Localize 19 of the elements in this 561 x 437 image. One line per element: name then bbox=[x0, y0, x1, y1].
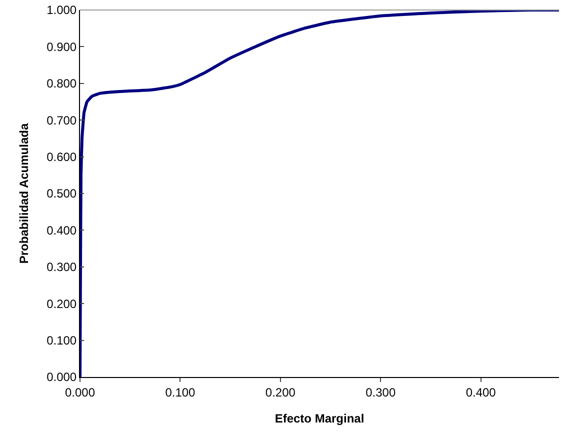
x-axis-title: Efecto Marginal bbox=[274, 411, 364, 426]
x-tick-label: 0.000 bbox=[64, 385, 96, 400]
y-tick-label: 0.500 bbox=[46, 186, 77, 201]
y-tick-label: 0.400 bbox=[46, 223, 77, 238]
x-tick-label: 0.300 bbox=[366, 385, 396, 400]
y-tick-label: 0.300 bbox=[46, 260, 77, 274]
x-tick-label: 0.100 bbox=[165, 385, 196, 400]
y-tick-label: 1.000 bbox=[46, 3, 77, 18]
y-tick-label: 0.700 bbox=[46, 113, 77, 128]
y-tick-label: 0.600 bbox=[46, 150, 77, 164]
line-series bbox=[80, 10, 559, 377]
y-tick-label: 0.900 bbox=[46, 40, 77, 54]
y-tick-label: 0.800 bbox=[46, 76, 77, 91]
y-tick-label: 0.100 bbox=[46, 334, 77, 348]
x-tick-label: 0.400 bbox=[466, 385, 496, 400]
y-tick-label: 0.200 bbox=[46, 296, 77, 311]
y-axis-title: Probabilidad Acumulada bbox=[16, 123, 31, 264]
x-tick-label: 0.200 bbox=[265, 385, 296, 400]
y-tick-label: 0.000 bbox=[46, 370, 77, 384]
